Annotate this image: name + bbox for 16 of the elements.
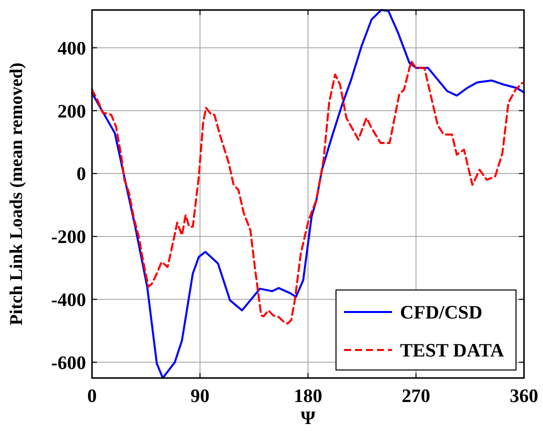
legend-label: TEST DATA: [400, 340, 504, 362]
x-tick-label: 180: [294, 386, 322, 407]
x-tick-label: 270: [402, 386, 430, 407]
x-tick-label: 360: [510, 386, 538, 407]
line-series: [91, 9, 525, 379]
y-tick-label: 200: [58, 101, 86, 122]
legend-label: CFD/CSD: [400, 302, 482, 324]
y-tick-label: 0: [76, 164, 86, 186]
x-axis-title: Ψ: [300, 408, 316, 429]
y-tick-label: 400: [58, 38, 86, 60]
y-tick-label: -400: [51, 290, 86, 312]
y-tick-label: -600: [51, 352, 86, 374]
y-tick-label: -200: [51, 227, 86, 248]
line-series: [91, 60, 524, 325]
y-axis-title: Pitch Link Loads (mean removed): [6, 62, 26, 326]
x-tick-label: 90: [190, 386, 210, 407]
